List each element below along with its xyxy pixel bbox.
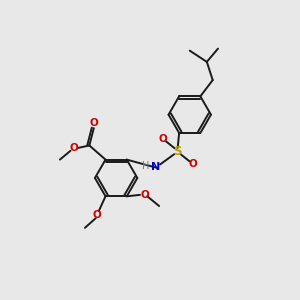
Text: S: S [173, 145, 182, 158]
Text: O: O [140, 190, 149, 200]
Text: O: O [70, 143, 78, 153]
Text: O: O [188, 159, 197, 169]
Text: H: H [142, 161, 150, 171]
Text: N: N [151, 163, 160, 172]
Text: O: O [93, 210, 102, 220]
Text: O: O [159, 134, 167, 144]
Text: O: O [90, 118, 99, 128]
